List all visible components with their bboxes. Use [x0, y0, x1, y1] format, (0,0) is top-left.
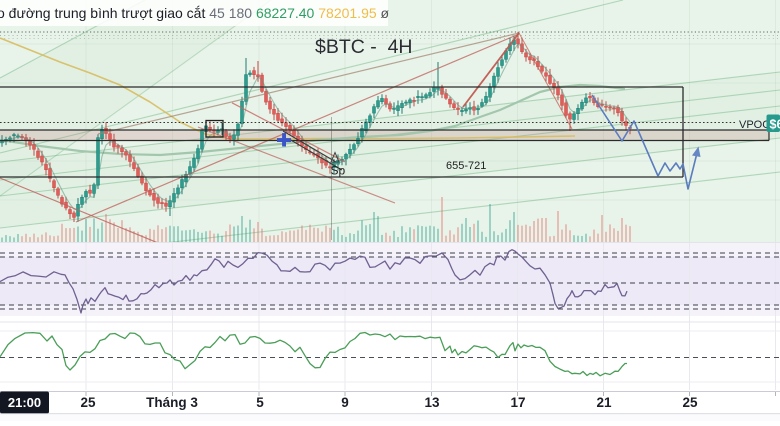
svg-text:25: 25 [682, 395, 698, 410]
svg-text:21: 21 [596, 395, 612, 410]
svg-text:25: 25 [80, 395, 96, 410]
svg-text:VPOC: VPOC [739, 119, 770, 131]
svg-text:5: 5 [256, 395, 264, 410]
svg-text:17: 17 [510, 395, 525, 410]
svg-text:9: 9 [341, 395, 349, 410]
svg-text:Tháng 3: Tháng 3 [146, 395, 198, 410]
svg-text:o đường trung bình trượt giao: o đường trung bình trượt giao cắt 45 180… [0, 5, 390, 21]
svg-text:$6: $6 [770, 118, 780, 132]
svg-text:21:00: 21:00 [8, 395, 41, 410]
svg-text:13: 13 [424, 395, 440, 410]
svg-text:655-721: 655-721 [446, 160, 486, 172]
svg-text:$BTC - 4H: $BTC - 4H [315, 36, 413, 58]
svg-text:Sp: Sp [331, 164, 346, 178]
